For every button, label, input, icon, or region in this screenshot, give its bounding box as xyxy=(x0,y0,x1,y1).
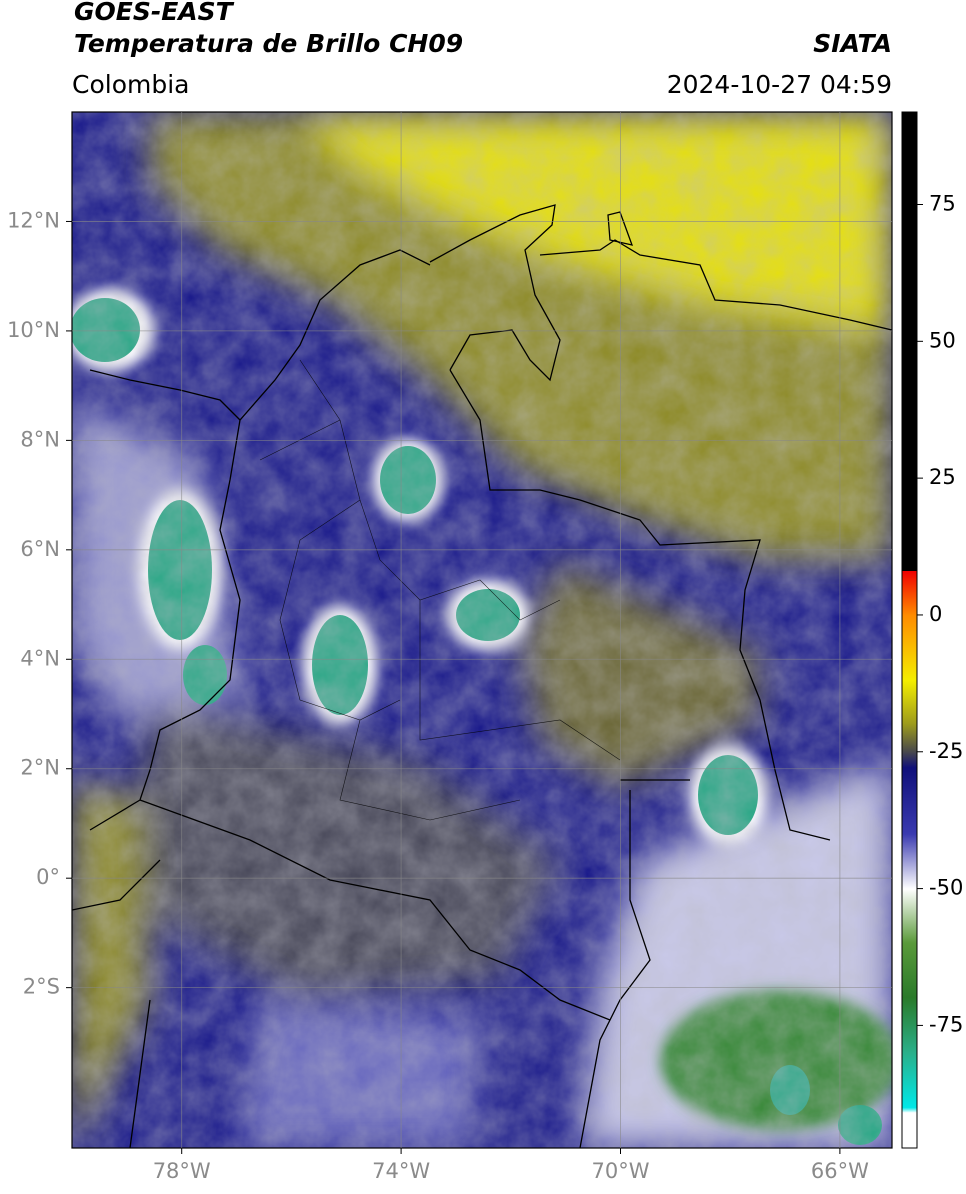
x-tick-label: 78°W xyxy=(153,1159,211,1183)
x-tick-label: 70°W xyxy=(591,1159,649,1183)
y-tick-label: 10°N xyxy=(7,318,60,342)
x-tick-label: 74°W xyxy=(372,1159,430,1183)
colorbar-tick-label: 75 xyxy=(929,191,956,215)
y-tick-label: 2°N xyxy=(20,756,60,780)
colorbar-tick-label: -25 xyxy=(929,739,963,763)
y-tick-label: 12°N xyxy=(7,208,60,232)
colorbar xyxy=(901,111,918,1149)
colorbar-tick-label: -50 xyxy=(929,876,963,900)
y-tick-label: 8°N xyxy=(20,427,60,451)
x-tick-label: 66°W xyxy=(811,1159,869,1183)
y-tick-label: 4°N xyxy=(20,646,60,670)
colorbar-tick-label: -75 xyxy=(929,1012,963,1036)
satellite-image xyxy=(72,112,892,1148)
region: Colombia xyxy=(72,70,189,99)
map-frame xyxy=(71,111,893,1149)
y-tick-label: 6°N xyxy=(20,537,60,561)
timestamp: 2024-10-27 04:59 xyxy=(667,70,892,99)
colorbar-tick-label: 50 xyxy=(929,328,956,352)
source: SIATA xyxy=(813,29,892,58)
colorbar-tick-label: 0 xyxy=(929,602,942,626)
colorbar-tick-label: 25 xyxy=(929,465,956,489)
title: GOES-EAST xyxy=(74,0,235,26)
subtitle: Temperatura de Brillo CH09 xyxy=(74,29,463,58)
y-tick-label: 0° xyxy=(36,865,60,889)
y-tick-label: 2°S xyxy=(23,975,60,999)
